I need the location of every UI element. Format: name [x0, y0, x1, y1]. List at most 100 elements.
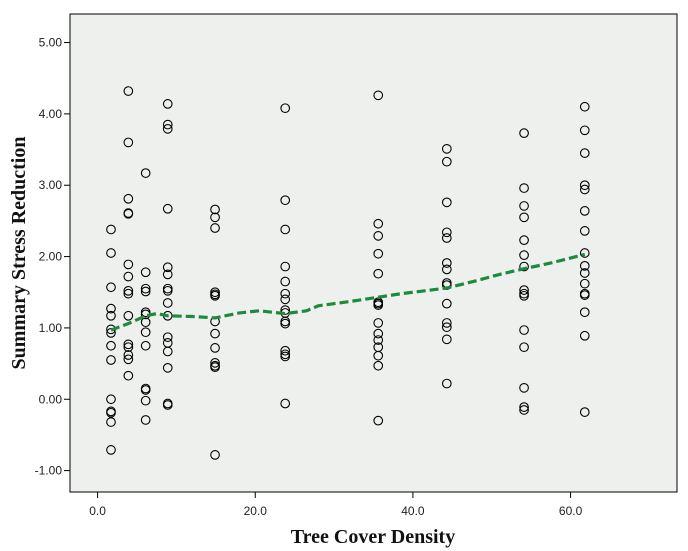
data-point [123, 350, 134, 360]
data-point [441, 143, 452, 154]
x-axis-title: Tree Cover Density [291, 526, 455, 548]
data-point [519, 325, 529, 335]
data-point [210, 290, 220, 301]
data-point [106, 417, 116, 427]
data-point [579, 260, 590, 271]
data-point [162, 262, 173, 273]
data-point [579, 290, 590, 300]
data-point [579, 125, 590, 136]
data-point [210, 212, 220, 223]
data-point [162, 346, 173, 357]
data-point [106, 355, 116, 365]
data-point [579, 307, 590, 318]
data-point [441, 156, 452, 167]
data-point [123, 354, 134, 365]
data-point [210, 204, 220, 215]
data-point [519, 342, 529, 353]
data-point [123, 86, 134, 96]
data-point [210, 328, 220, 339]
data-point [519, 183, 529, 193]
data-point [162, 203, 173, 214]
data-point [140, 327, 151, 338]
data-point [123, 208, 134, 219]
data-point [123, 259, 134, 270]
data-point [123, 288, 134, 299]
data-point [280, 276, 291, 287]
y-tick-label: -1.00 [35, 464, 63, 478]
y-axis: -1.00 0.00 1.00 2.00 3.00 4.00 5.00 [35, 36, 70, 478]
x-tick-label: 0.0 [89, 504, 106, 518]
x-tick-label: 40.0 [401, 504, 425, 518]
data-point [106, 407, 116, 418]
y-tick-label: 2.00 [39, 250, 63, 264]
data-point [162, 269, 173, 280]
data-point [441, 318, 452, 328]
data-point [106, 282, 116, 293]
data-point [519, 201, 529, 211]
data-point [519, 382, 529, 393]
data-point [123, 193, 134, 204]
data-point [519, 128, 529, 138]
data-point [162, 332, 173, 343]
data-point [162, 124, 173, 134]
data-point [210, 358, 220, 368]
x-tick-label: 20.0 [244, 504, 268, 518]
data-point [441, 378, 452, 389]
data-point [106, 445, 116, 455]
data-point [373, 231, 384, 241]
data-point [140, 283, 151, 294]
data-point [162, 285, 173, 296]
x-axis: 0.0 20.0 40.0 60.0 [89, 492, 583, 518]
data-point [373, 415, 384, 426]
data-point [140, 286, 151, 297]
data-point [579, 184, 590, 195]
data-point [579, 248, 590, 258]
y-tick-label: 4.00 [39, 107, 63, 121]
data-point [123, 342, 134, 353]
data-point [280, 318, 291, 329]
data-point [106, 248, 116, 258]
data-point [280, 345, 291, 356]
data-point [210, 223, 220, 233]
data-point [373, 218, 384, 229]
data-point [210, 450, 220, 460]
data-point [280, 351, 291, 362]
data-point [210, 343, 220, 353]
data-point [162, 363, 173, 373]
data-point [519, 402, 529, 412]
data-point [441, 322, 452, 333]
data-point [519, 261, 529, 272]
data-point [373, 248, 384, 259]
data-point [519, 212, 529, 223]
data-point [140, 168, 151, 178]
x-tick-label: 60.0 [559, 504, 583, 518]
data-point [579, 330, 590, 341]
data-point [519, 235, 529, 246]
data-point [441, 258, 452, 268]
data-point [441, 233, 452, 243]
data-point [106, 394, 116, 405]
data-point [579, 226, 590, 236]
data-point [280, 294, 291, 305]
data-point [373, 335, 384, 345]
data-point [519, 285, 529, 295]
data-point [579, 268, 590, 278]
data-point [140, 395, 151, 406]
data-point [123, 310, 134, 321]
data-point [373, 300, 384, 310]
data-point [123, 271, 134, 282]
data-point [579, 407, 590, 417]
data-point [123, 370, 134, 381]
data-point [140, 415, 151, 425]
data-point [210, 362, 220, 372]
data-point [106, 310, 116, 321]
data-point [140, 267, 151, 278]
data-point [140, 317, 151, 328]
data-point [519, 290, 529, 301]
data-point [579, 206, 590, 216]
data-point [441, 264, 452, 275]
data-point [519, 405, 529, 415]
data-point [280, 288, 291, 299]
data-point [162, 119, 173, 130]
